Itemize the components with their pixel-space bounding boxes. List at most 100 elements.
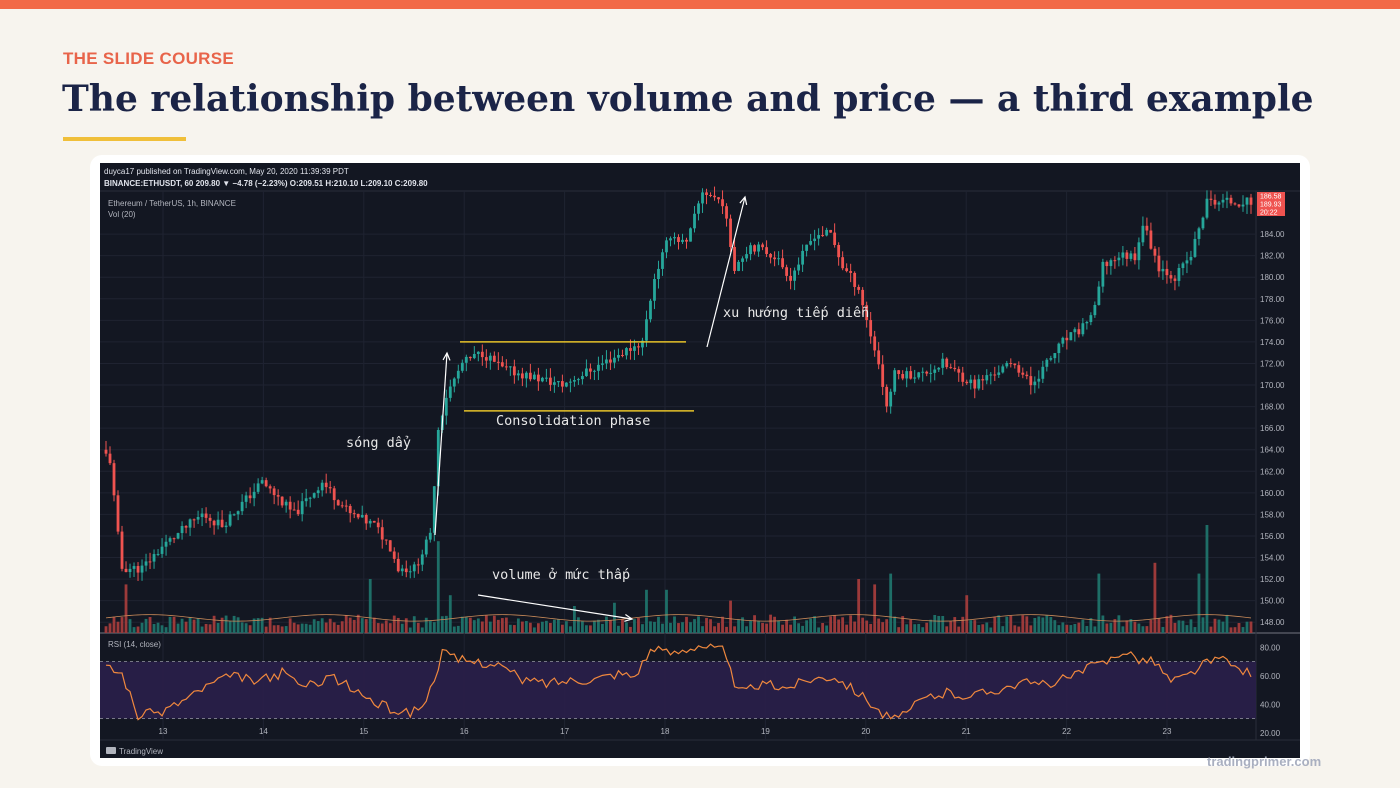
volume-bar <box>1177 620 1181 633</box>
candle-body <box>1065 337 1069 341</box>
volume-bar <box>496 619 500 633</box>
volume-bar <box>833 614 837 633</box>
candle-body <box>605 359 608 364</box>
volume-bar <box>649 621 652 633</box>
price-tick-label: 168.00 <box>1260 403 1285 412</box>
volume-bar <box>1217 619 1221 633</box>
volume-bar <box>677 623 680 633</box>
candle-body <box>785 267 788 276</box>
candle-body <box>244 495 248 502</box>
candle-body <box>1217 202 1221 205</box>
candle-body <box>288 501 292 510</box>
candle-body <box>1093 304 1097 316</box>
volume-bar <box>785 619 788 633</box>
volume-bar <box>749 620 752 633</box>
volume-bar <box>597 619 600 633</box>
candle-body <box>412 564 416 572</box>
volume-bar <box>1009 615 1013 633</box>
volume-bar <box>865 620 869 633</box>
candle-body <box>909 371 913 379</box>
candle-body <box>468 356 472 359</box>
volume-bar <box>356 614 360 633</box>
candle-body <box>1237 204 1241 207</box>
volume-bar <box>1077 622 1081 633</box>
candle-body <box>1101 261 1105 287</box>
candle-body <box>765 247 768 254</box>
candle-body <box>328 487 332 489</box>
candle-body <box>180 526 184 534</box>
candle-body <box>552 382 556 385</box>
candle-body <box>641 340 644 348</box>
candle-body <box>1113 260 1117 262</box>
volume-bar <box>228 620 232 633</box>
candle-body <box>520 373 524 379</box>
candle-body <box>428 532 432 540</box>
candle-body <box>1177 268 1181 281</box>
volume-bar <box>809 618 813 633</box>
candle-body <box>1173 278 1177 281</box>
volume-bar <box>777 621 780 633</box>
candle-body <box>945 358 949 368</box>
candle-body <box>1205 198 1209 218</box>
candle-body <box>312 493 316 498</box>
volume-bar <box>1153 562 1157 633</box>
volume-bar <box>789 624 792 633</box>
candle-body <box>324 482 328 488</box>
volume-bar <box>112 616 116 633</box>
candle-body <box>841 257 845 269</box>
volume-bar <box>188 617 192 633</box>
candle-body <box>236 511 240 515</box>
volume-bar <box>609 620 612 633</box>
candle-body <box>577 379 580 381</box>
candle-body <box>593 370 596 372</box>
volume-bar <box>268 617 272 633</box>
volume-bar <box>312 619 316 633</box>
volume-bar <box>773 616 776 633</box>
volume-bar <box>1245 621 1249 633</box>
tradingview-chart[interactable]: 184.00 182.00 180.00 178.00 176.00 174.00 172.… <box>100 163 1300 758</box>
volume-bar <box>296 624 300 633</box>
trend-arrow <box>706 196 746 348</box>
trend-arrow-head <box>739 195 748 205</box>
volume-bar <box>613 602 616 633</box>
candle-body <box>276 495 280 497</box>
candle-body <box>120 531 124 569</box>
time-tick-label: 14 <box>259 727 268 736</box>
candle-body <box>877 350 881 365</box>
volume-bar <box>540 621 544 633</box>
volume-bar <box>1093 626 1097 633</box>
volume-bar <box>913 624 917 633</box>
volume-bar <box>797 623 801 633</box>
chart-background <box>100 163 1300 758</box>
volume-bar <box>757 620 760 633</box>
candle-body <box>388 540 392 552</box>
candle-body <box>516 373 520 376</box>
volume-bar <box>500 618 504 633</box>
candle-body <box>332 488 336 501</box>
volume-bar <box>713 626 716 633</box>
volume-bar <box>849 615 853 633</box>
volume-bar <box>232 615 236 633</box>
volume-bar <box>1165 616 1169 633</box>
volume-bar <box>1161 626 1165 633</box>
volume-bar <box>665 589 668 633</box>
candle-body <box>556 381 560 383</box>
price-tick-label: 148.00 <box>1260 618 1285 627</box>
candle-body <box>937 367 941 370</box>
candle-body <box>1081 323 1085 335</box>
volume-bar <box>488 621 492 633</box>
volume-bar <box>448 595 452 633</box>
volume-bar <box>685 616 688 633</box>
volume-bar <box>1197 573 1201 633</box>
volume-bar <box>544 620 548 633</box>
volume-bar <box>288 618 292 633</box>
volume-bar <box>1001 626 1005 633</box>
volume-bar <box>961 616 965 633</box>
volume-bar <box>1073 623 1077 633</box>
candle-body <box>733 246 736 271</box>
volume-bar <box>793 616 797 633</box>
volume-bar <box>885 619 889 633</box>
volume-bar <box>336 624 340 633</box>
volume-bar <box>881 622 885 633</box>
volume-bar <box>889 573 893 633</box>
